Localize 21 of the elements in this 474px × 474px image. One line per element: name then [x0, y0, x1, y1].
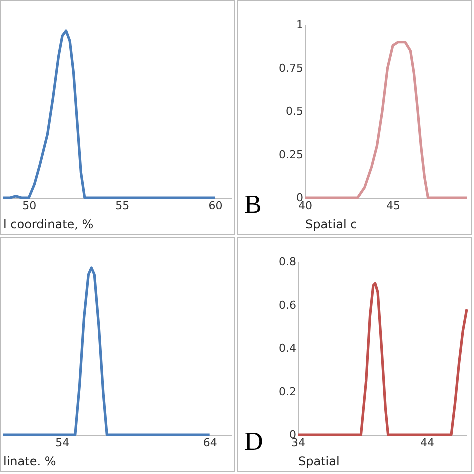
y-tick-label: 0.8 — [279, 256, 296, 268]
y-tick-label: 0.75 — [279, 62, 304, 75]
x-tick-label: 60 — [208, 200, 223, 212]
x-tick-label: 64 — [203, 436, 218, 450]
x-axis-title: Spatial — [298, 454, 340, 468]
text: D — [244, 427, 264, 456]
x-axis-title: Spatial c — [306, 218, 358, 232]
x-tick-label: 54 — [56, 436, 70, 450]
x-tick-label: 45 — [386, 200, 401, 212]
x-tick-label: 55 — [116, 200, 130, 212]
x-axis-title: l coordinate, % — [4, 218, 94, 232]
text: B — [244, 190, 262, 219]
x-axis-title: linate. % — [4, 454, 56, 468]
y-tick-label: 0.6 — [279, 298, 296, 312]
y-tick-label: 1 — [296, 18, 304, 32]
y-tick-label: 0.2 — [279, 385, 296, 398]
y-tick-label: 0.25 — [279, 148, 304, 162]
x-tick-label: 44 — [420, 436, 435, 450]
x-tick-label: 50 — [22, 200, 37, 212]
y-tick-label: 0.4 — [279, 342, 296, 355]
y-tick-label: 0.5 — [286, 105, 304, 118]
